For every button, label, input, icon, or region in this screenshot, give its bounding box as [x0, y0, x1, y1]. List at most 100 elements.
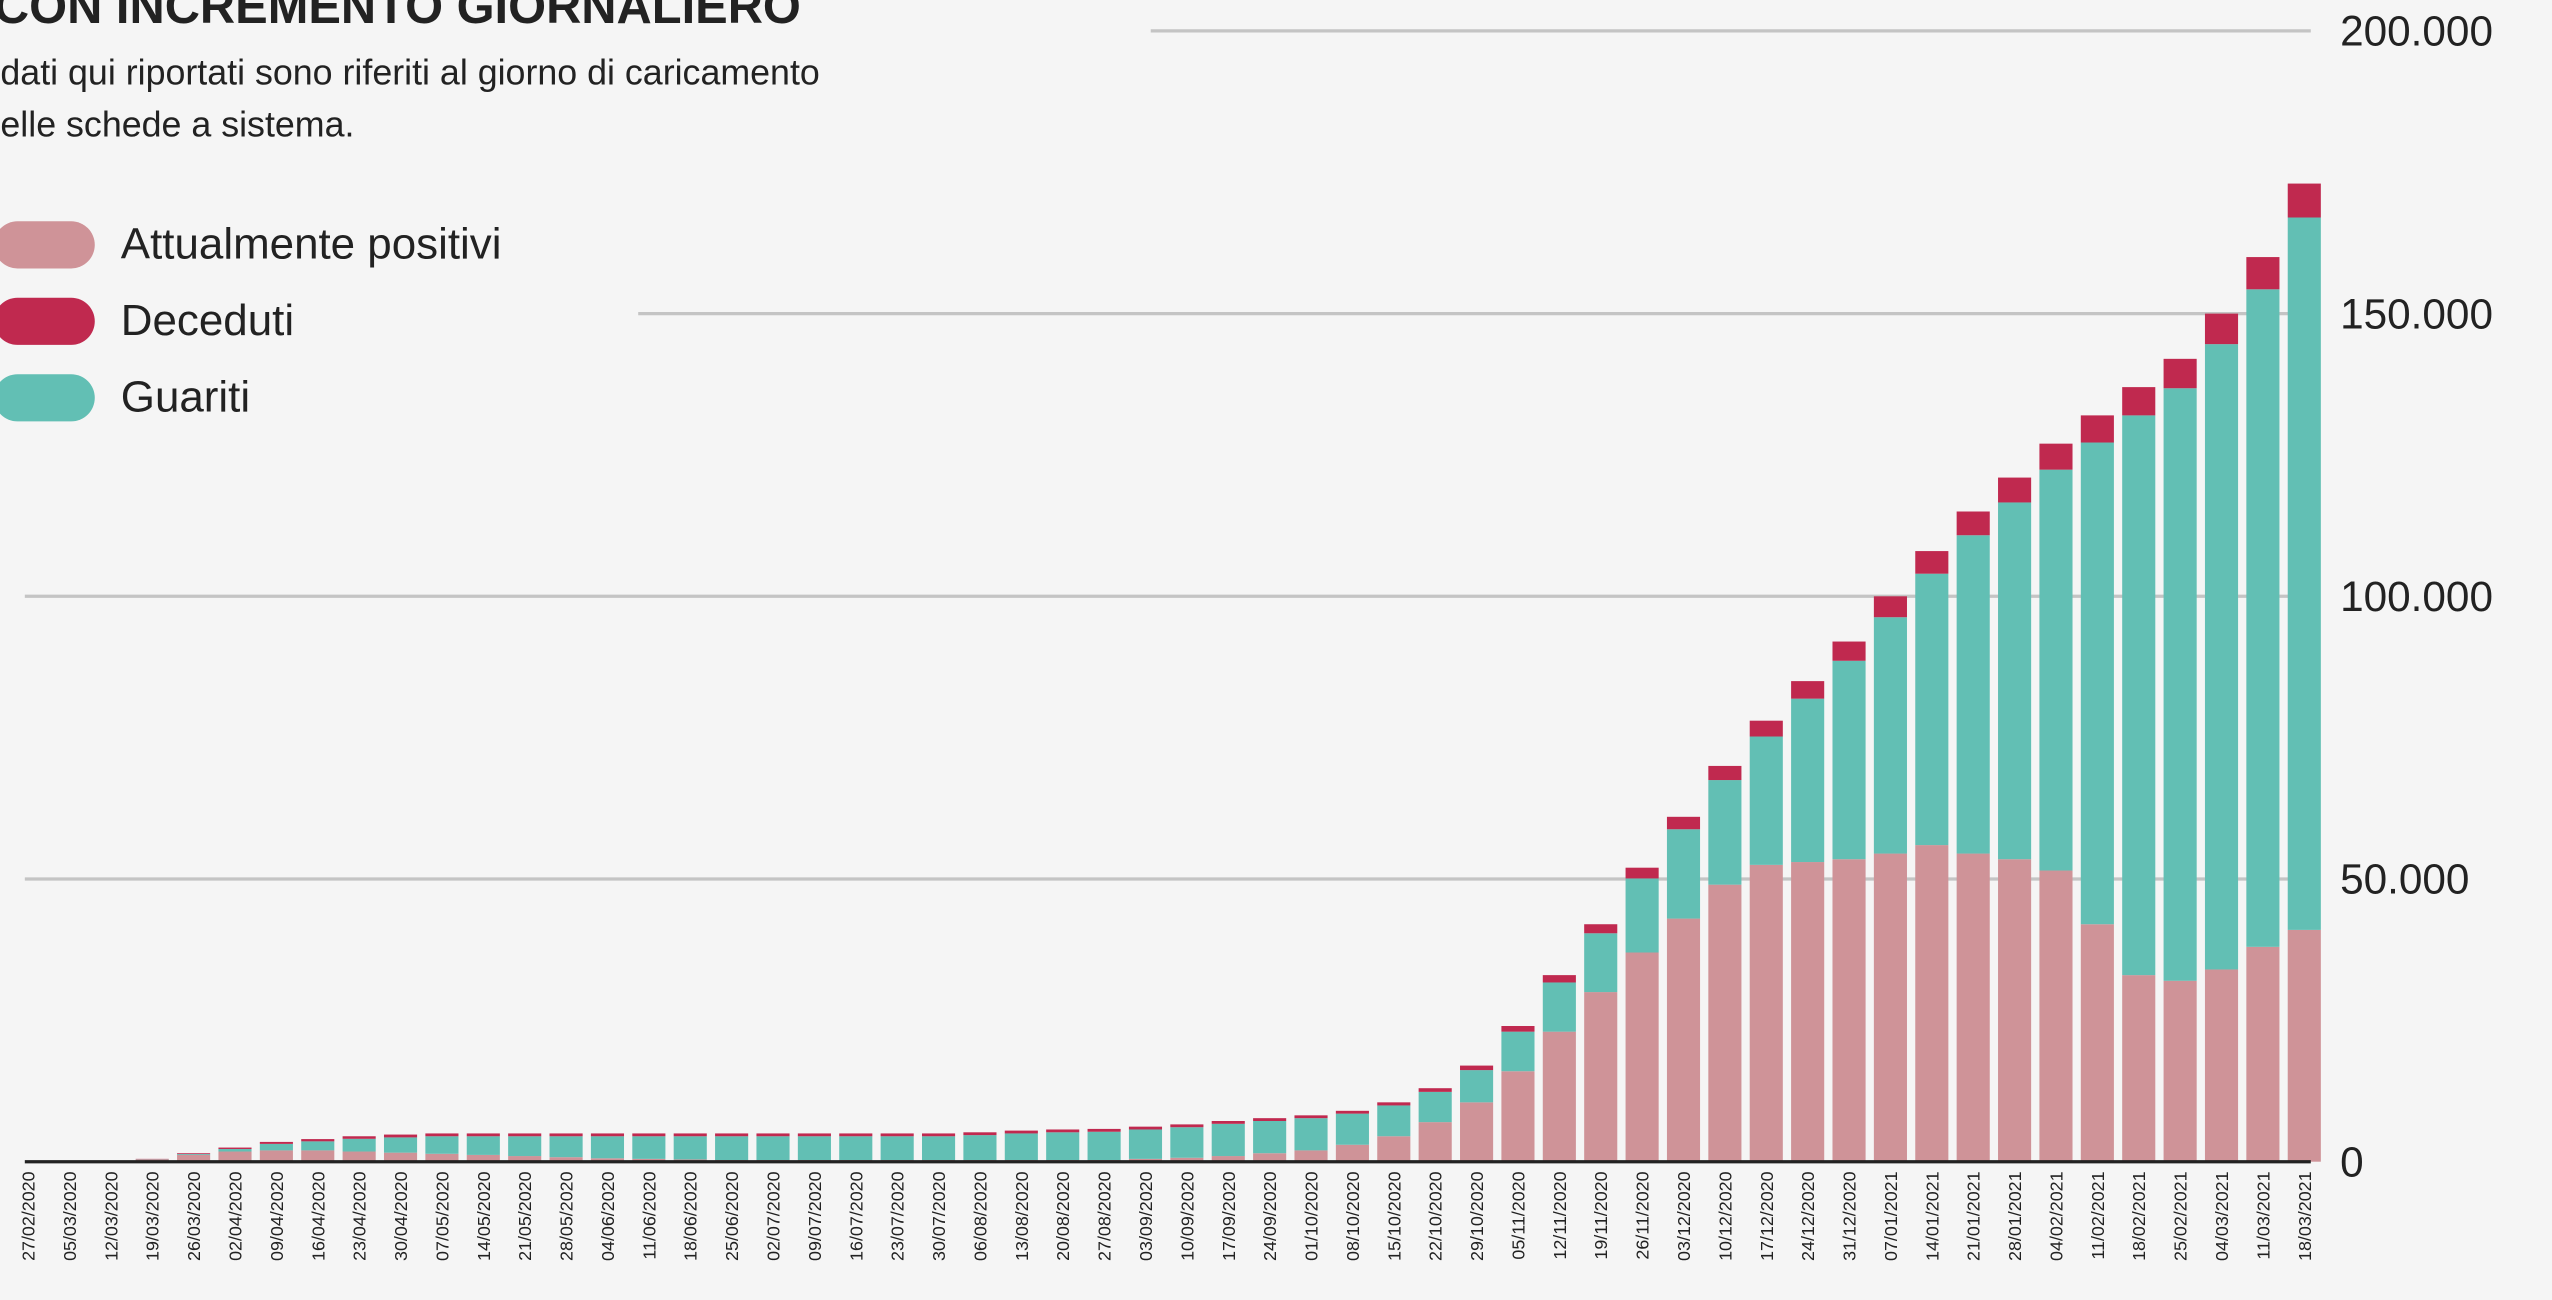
bar-segment	[1335, 1113, 1369, 1145]
x-tick-label: 04/06/2020	[598, 1171, 618, 1261]
bar-segment	[590, 1133, 625, 1137]
bar-segment	[1625, 867, 1659, 879]
x-tick-label: 18/02/2021	[2129, 1171, 2149, 1261]
bar-segment	[1915, 845, 1949, 1162]
bar-segment	[1998, 502, 2032, 860]
legend-swatch	[0, 297, 95, 345]
bar-segment	[1460, 1102, 1494, 1162]
bar-segment	[1211, 1123, 1245, 1157]
y-tick-label: 200.000	[2340, 8, 2493, 55]
bar-segment	[1253, 1118, 1287, 1121]
bar-segment	[2246, 257, 2280, 290]
bar-segment	[2287, 183, 2321, 218]
bar-segment	[2204, 969, 2239, 1162]
bar-segment	[383, 1134, 418, 1138]
bar-segment	[1211, 1120, 1245, 1124]
bar-segment	[1046, 1132, 1080, 1161]
x-tick-label: 20/08/2020	[1053, 1171, 1073, 1261]
bar-segment	[425, 1153, 459, 1162]
bar-segment	[2080, 442, 2114, 925]
x-tick-label: 27/02/2020	[19, 1171, 39, 1261]
bar-segment	[797, 1133, 831, 1137]
bar-segment	[1294, 1115, 1328, 1119]
x-tick-label: 31/12/2020	[1840, 1171, 1860, 1261]
bar-segment	[301, 1141, 335, 1151]
x-tick-label: 23/04/2020	[350, 1171, 370, 1261]
bar-segment	[549, 1133, 583, 1137]
bar-segment	[1625, 878, 1659, 953]
bar-segment	[2080, 924, 2114, 1162]
bar-segment	[921, 1136, 956, 1161]
bar-segment	[1666, 829, 1701, 919]
x-tick-label: 16/04/2020	[308, 1171, 328, 1261]
chart-subtitle: dati qui riportati sono riferiti al gior…	[0, 53, 819, 93]
x-tick-label: 30/04/2020	[391, 1171, 411, 1261]
bar-segment	[1418, 1091, 1452, 1123]
bar-segment	[259, 1143, 293, 1151]
x-tick-label: 14/01/2021	[1922, 1171, 1942, 1261]
bar-segment	[218, 1147, 252, 1149]
x-tick-label: 06/08/2020	[970, 1171, 990, 1261]
bar-segment	[880, 1136, 914, 1161]
bar-segment	[1749, 736, 1783, 865]
bar-segment	[301, 1150, 335, 1162]
bar-segment	[1915, 551, 1949, 574]
bar-segment	[1170, 1157, 1204, 1162]
bar-segment	[673, 1136, 707, 1160]
bar-segment	[1046, 1129, 1080, 1133]
bar-segment	[1377, 1102, 1411, 1106]
bar-segment	[508, 1136, 542, 1157]
bar-segment	[466, 1154, 500, 1162]
bar-segment	[2080, 415, 2114, 443]
x-tick-label: 14/05/2020	[474, 1171, 494, 1261]
bar-segment	[1791, 681, 1825, 699]
chart-title: CON INCREMENTO GIORNALIERO	[0, 0, 801, 34]
bar-segment	[1584, 924, 1618, 934]
x-tick-label: 13/08/2020	[1012, 1171, 1032, 1261]
x-tick-label: 03/12/2020	[1674, 1171, 1694, 1261]
bar-segment	[177, 1154, 211, 1162]
x-tick-label: 25/06/2020	[722, 1171, 742, 1261]
x-tick-label: 02/04/2020	[226, 1171, 246, 1261]
bar-segment	[1501, 1026, 1535, 1032]
bar-segment	[1294, 1150, 1328, 1162]
x-tick-label: 17/12/2020	[1757, 1171, 1777, 1261]
x-tick-label: 22/10/2020	[1426, 1171, 1446, 1261]
bar-segment	[673, 1133, 707, 1137]
bar-segment	[1873, 853, 1907, 1162]
bar-segment	[259, 1150, 293, 1162]
x-tick-label: 26/03/2020	[184, 1171, 204, 1261]
bar-segment	[1128, 1126, 1163, 1130]
bar-segment	[383, 1137, 418, 1153]
bar-segment	[1542, 975, 1576, 983]
legend-label: Guariti	[121, 373, 250, 422]
bar-segment	[839, 1133, 873, 1137]
bar-segment	[1749, 720, 1783, 737]
bar-segment	[1625, 952, 1659, 1162]
x-tick-label: 09/04/2020	[267, 1171, 287, 1261]
legend-swatch	[0, 374, 95, 422]
bar-segment	[2163, 388, 2197, 981]
x-tick-label: 05/11/2020	[1508, 1171, 1528, 1259]
bar-segment	[1873, 596, 1907, 618]
bar-segment	[301, 1139, 335, 1142]
bar-segment	[1211, 1156, 1245, 1162]
bar-segment	[1708, 884, 1742, 1162]
x-tick-label: 04/02/2021	[2046, 1171, 2066, 1261]
bar-segment	[2039, 443, 2073, 470]
bar-segment	[218, 1151, 252, 1162]
bar-segment	[466, 1136, 500, 1155]
x-tick-label: 18/06/2020	[681, 1171, 701, 1261]
bar-segment	[2039, 870, 2073, 1162]
bar-segment	[2287, 929, 2321, 1162]
bar-segment	[1170, 1127, 1204, 1158]
bar-segment	[218, 1148, 252, 1152]
bar-segment	[1294, 1118, 1328, 1151]
bar-segment	[1915, 573, 1949, 846]
x-tick-label: 12/03/2020	[101, 1171, 121, 1261]
legend-swatch	[0, 221, 95, 269]
x-tick-label: 19/03/2020	[143, 1171, 163, 1261]
bar-segment	[259, 1141, 293, 1144]
chart-subtitle: elle schede a sistema.	[0, 105, 354, 145]
x-tick-label: 11/02/2021	[2088, 1171, 2108, 1259]
